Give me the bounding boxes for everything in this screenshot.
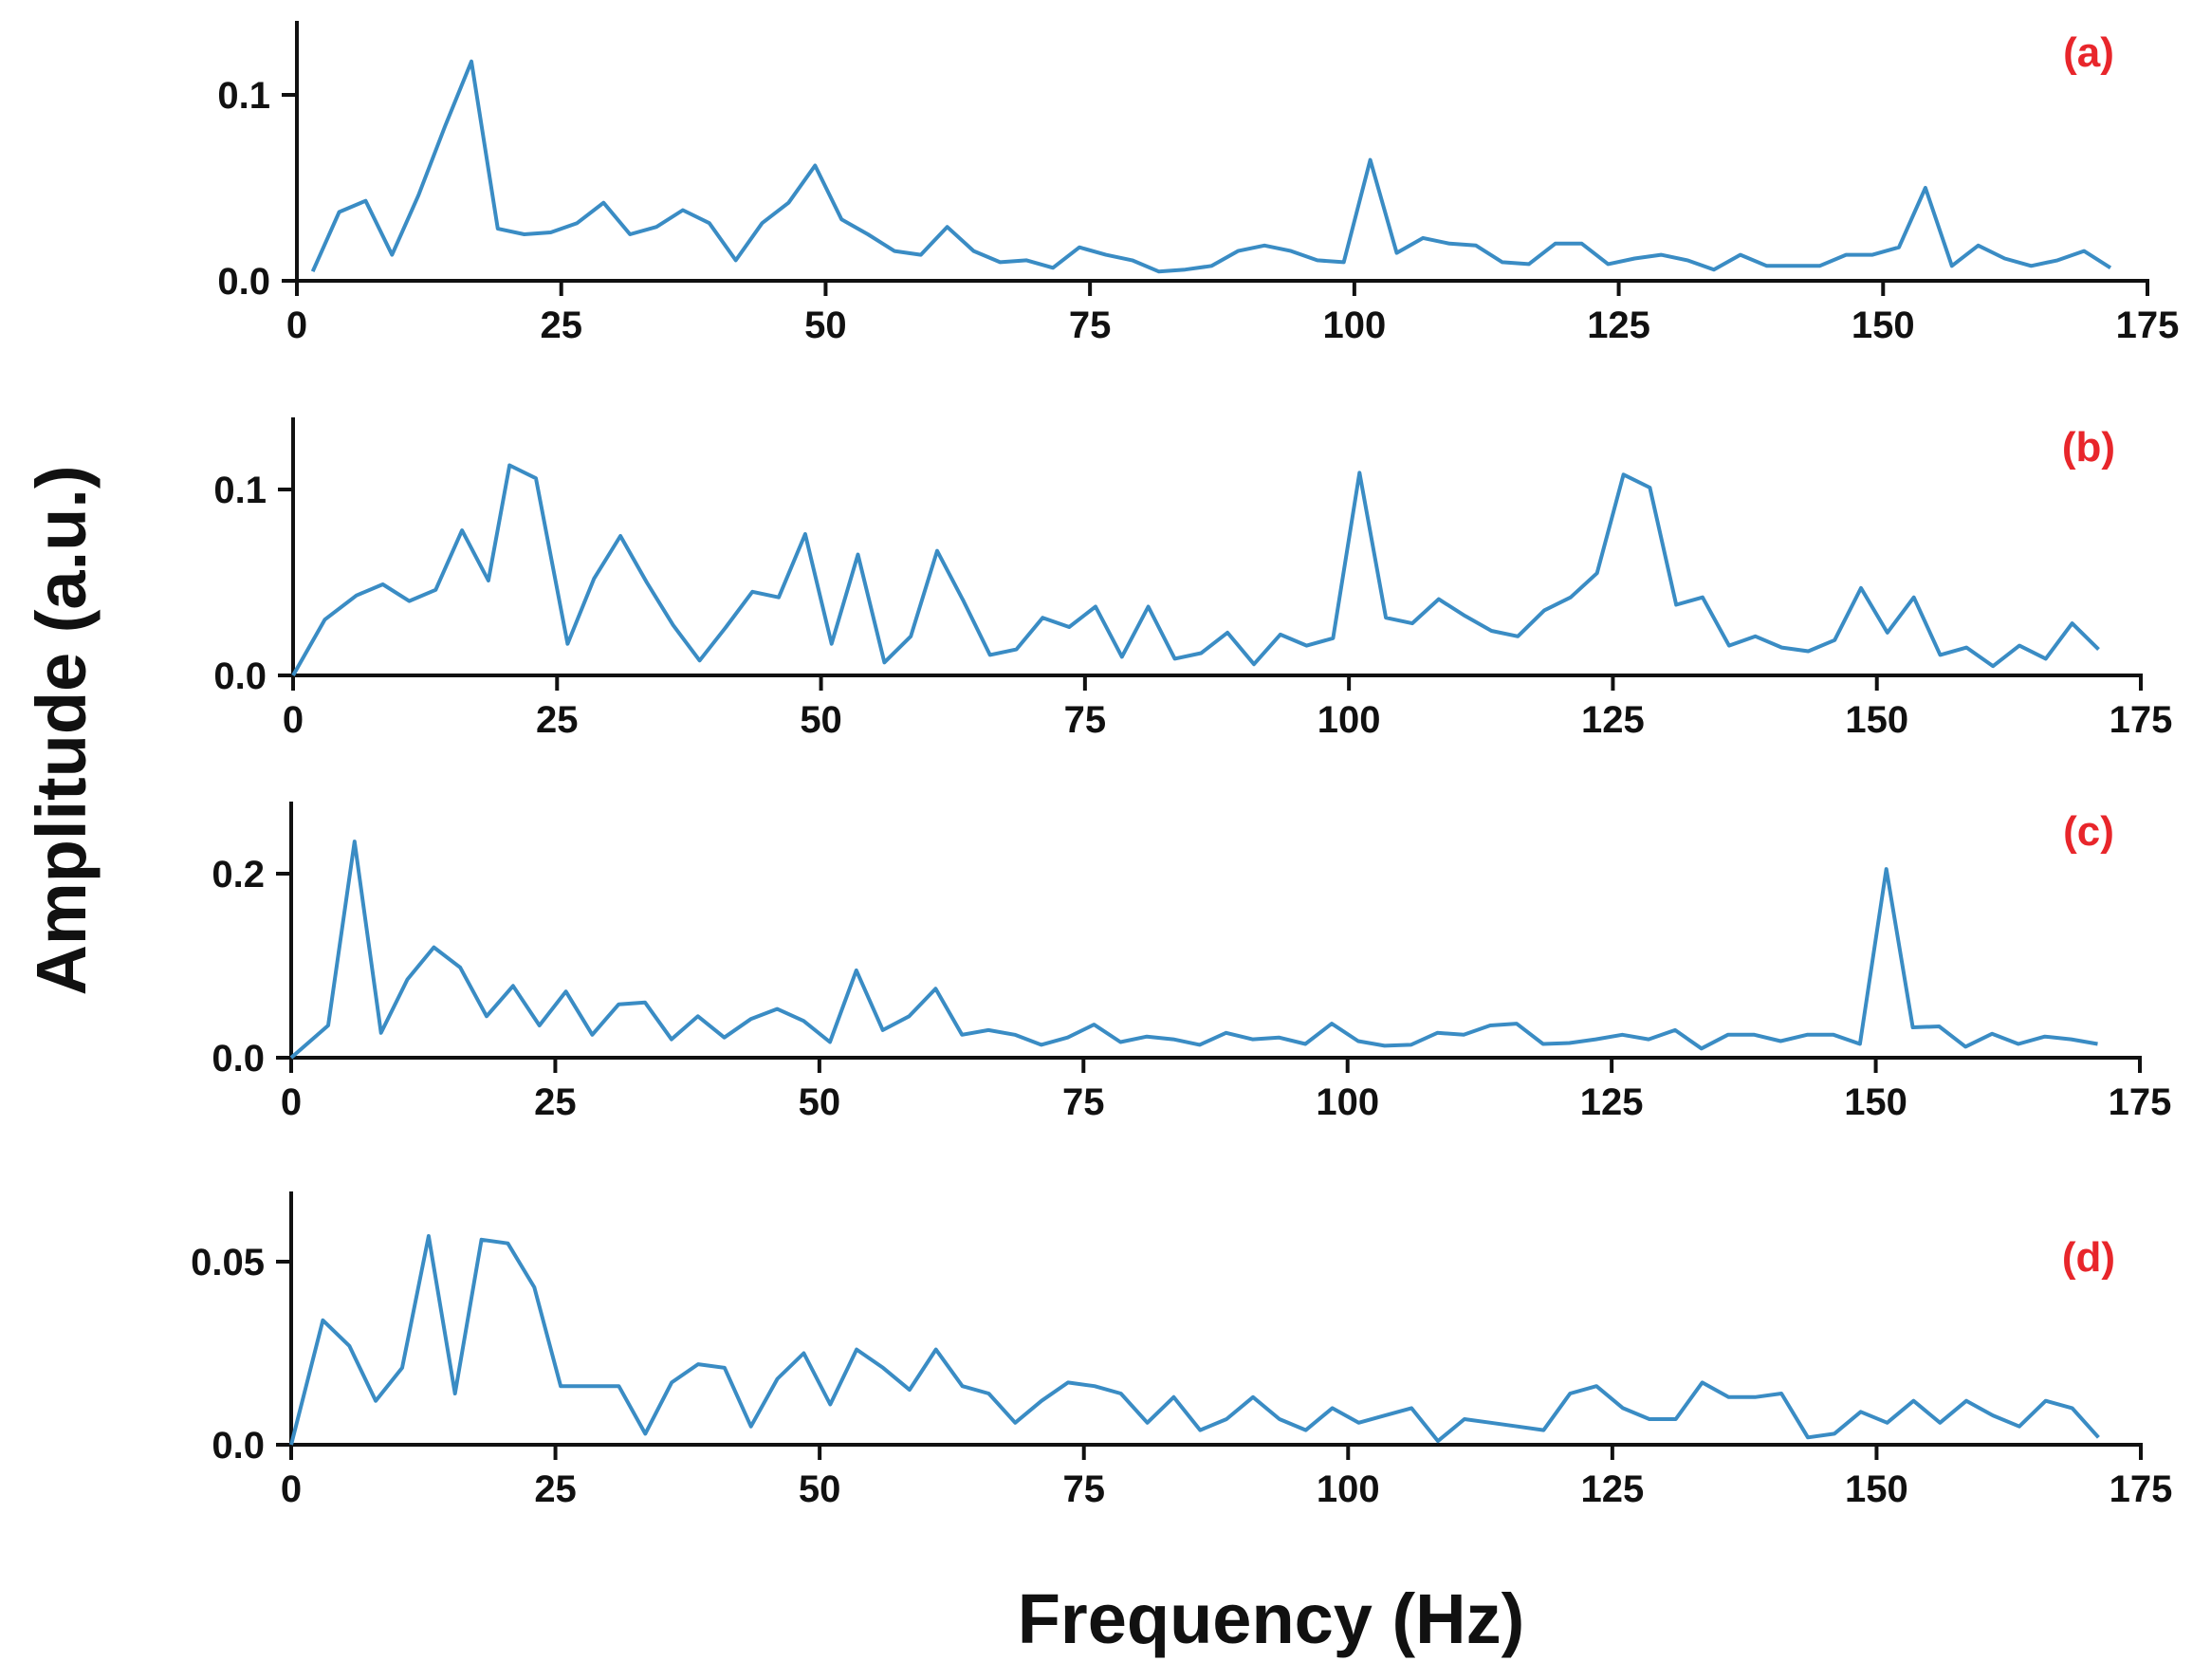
x-tick-label: 125 (1580, 1081, 1644, 1123)
x-tick-label: 25 (534, 1468, 577, 1510)
panel-label: (a) (2063, 29, 2114, 76)
x-tick-label: 125 (1581, 699, 1645, 741)
x-tick-label: 0 (283, 699, 304, 741)
y-tick-label: 0.0 (212, 1038, 265, 1080)
y-tick-label: 0.1 (213, 470, 267, 511)
x-tick-label: 100 (1316, 1081, 1379, 1123)
x-tick-label: 150 (1844, 1081, 1907, 1123)
x-tick-label: 150 (1845, 699, 1908, 741)
x-tick-label: 0 (281, 1081, 302, 1123)
y-tick-label: 0.0 (217, 261, 270, 303)
x-tick-label: 50 (800, 699, 842, 741)
x-tick-label: 125 (1580, 1468, 1644, 1510)
panel-label: (b) (2062, 424, 2115, 471)
x-axis-title: Frequency (Hz) (1018, 1579, 1525, 1658)
panel-label: (d) (2062, 1234, 2115, 1281)
panel-d: 0 25 50 75 100 125 150 175 0.0 0.05 (d) (191, 1191, 2172, 1510)
spectrum-line (289, 840, 2098, 1060)
y-tick-label: 0.1 (217, 75, 270, 117)
x-tick-label: 100 (1317, 699, 1381, 741)
x-tick-label: 75 (1069, 305, 1112, 346)
x-tick-label: 150 (1845, 1468, 1908, 1510)
x-tick-label: 0 (281, 1468, 302, 1510)
panel-b: 0 25 50 75 100 125 150 175 0.0 0.1 (b) (213, 417, 2172, 741)
y-tick-label: 0.05 (191, 1242, 265, 1283)
spectrum-line (310, 59, 2112, 274)
x-tick-label: 25 (534, 1081, 577, 1123)
panel-label: (c) (2063, 808, 2114, 855)
x-tick-label: 175 (2110, 1468, 2173, 1510)
x-tick-label: 50 (804, 305, 847, 346)
x-tick-label: 0 (286, 305, 307, 346)
x-tick-label: 100 (1322, 305, 1386, 346)
x-tick-label: 150 (1852, 305, 1915, 346)
panels-group: 0 25 50 75 100 125 150 175 0.0 0.1 (a) 0 25 50 75 100 12… (191, 21, 2179, 1510)
spectrum-line (291, 463, 2100, 676)
x-tick-label: 25 (540, 305, 582, 346)
x-tick-label: 175 (2116, 305, 2180, 346)
x-tick-label: 175 (2110, 699, 2173, 741)
y-tick-label: 0.0 (213, 655, 267, 697)
x-tick-label: 125 (1587, 305, 1650, 346)
y-axis-title: Amplitude (a.u.) (22, 465, 101, 995)
x-tick-label: 75 (1062, 1081, 1105, 1123)
x-tick-label: 50 (799, 1081, 841, 1123)
x-tick-label: 75 (1064, 699, 1107, 741)
x-tick-label: 25 (536, 699, 579, 741)
panel-a: 0 25 50 75 100 125 150 175 0.0 0.1 (a) (217, 21, 2179, 346)
y-tick-label: 0.2 (212, 854, 265, 895)
x-tick-label: 50 (799, 1468, 841, 1510)
x-tick-label: 75 (1062, 1468, 1105, 1510)
panel-c: 0 25 50 75 100 125 150 175 0.0 0.2 (c) (212, 802, 2171, 1123)
x-tick-label: 100 (1317, 1468, 1380, 1510)
y-tick-label: 0.0 (212, 1425, 265, 1467)
x-tick-label: 175 (2109, 1081, 2172, 1123)
spectrum-line (289, 1234, 2100, 1446)
